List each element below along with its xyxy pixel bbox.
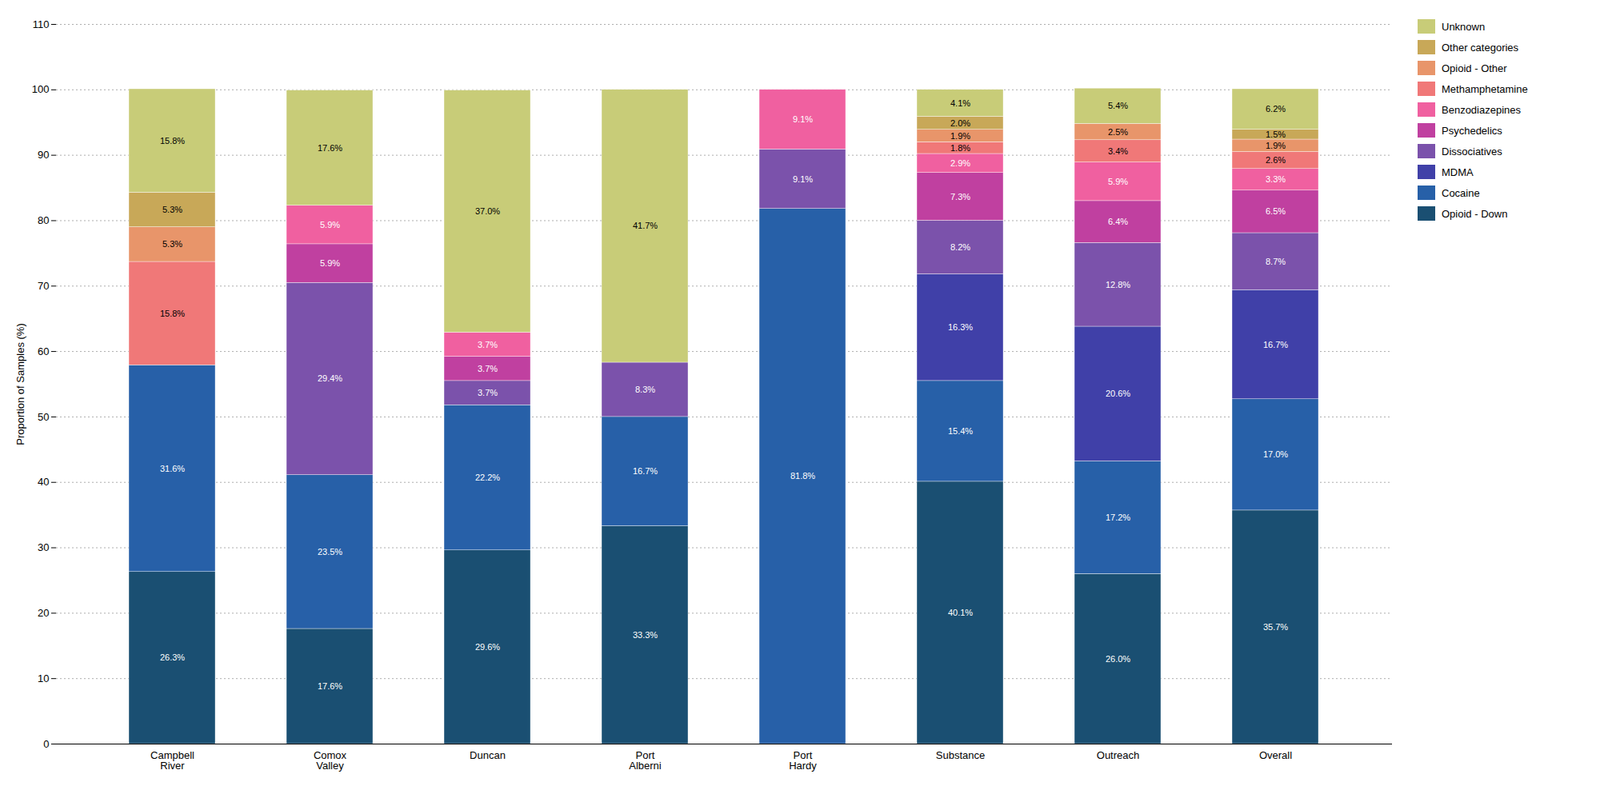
- svg-text:5.9%: 5.9%: [320, 258, 340, 268]
- svg-text:2.6%: 2.6%: [1265, 155, 1286, 165]
- html-text:Dissociatives: Dissociatives: [1441, 145, 1503, 158]
- svg-text:0: 0: [43, 738, 49, 751]
- svg-text:5.9%: 5.9%: [320, 220, 340, 230]
- svg-text:110: 110: [32, 18, 50, 31]
- svg-text:15.8%: 15.8%: [160, 136, 185, 146]
- svg-text:29.4%: 29.4%: [317, 373, 343, 384]
- svg-text:29.6%: 29.6%: [475, 642, 500, 652]
- svg-text:17.2%: 17.2%: [1105, 512, 1131, 523]
- svg-text:12.8%: 12.8%: [1105, 280, 1131, 290]
- svg-text:33.3%: 33.3%: [632, 630, 658, 640]
- svg-text:PortHardy: PortHardy: [788, 749, 817, 772]
- svg-text:20.6%: 20.6%: [1105, 388, 1131, 399]
- svg-text:Substance: Substance: [936, 749, 985, 762]
- svg-text:5.3%: 5.3%: [162, 204, 183, 215]
- svg-text:10: 10: [37, 672, 49, 685]
- svg-text:16.3%: 16.3%: [948, 322, 973, 332]
- svg-text:40: 40: [37, 476, 49, 488]
- svg-text:100: 100: [32, 83, 50, 96]
- svg-text:1.5%: 1.5%: [1265, 129, 1286, 140]
- svg-text:40.1%: 40.1%: [948, 608, 973, 618]
- html-text:Unknown: Unknown: [1441, 20, 1485, 33]
- svg-text:17.6%: 17.6%: [317, 143, 343, 153]
- svg-text:3.7%: 3.7%: [477, 340, 498, 350]
- svg-text:8.3%: 8.3%: [635, 384, 656, 395]
- svg-text:8.2%: 8.2%: [950, 242, 971, 252]
- svg-text:80: 80: [37, 214, 49, 227]
- svg-text:22.2%: 22.2%: [475, 472, 500, 483]
- svg-text:60: 60: [37, 345, 49, 358]
- svg-text:15.4%: 15.4%: [948, 426, 973, 436]
- svg-text:6.5%: 6.5%: [1265, 206, 1286, 216]
- svg-text:17.6%: 17.6%: [317, 681, 343, 692]
- svg-text:35.7%: 35.7%: [1263, 622, 1288, 632]
- svg-text:16.7%: 16.7%: [1263, 340, 1288, 350]
- svg-text:30: 30: [37, 541, 49, 554]
- html-text:MDMA: MDMA: [1441, 166, 1474, 178]
- svg-text:3.4%: 3.4%: [1108, 146, 1128, 156]
- html-text:Opioid - Down: Opioid - Down: [1441, 207, 1508, 220]
- svg-text:81.8%: 81.8%: [790, 471, 816, 481]
- svg-text:26.0%: 26.0%: [1105, 654, 1131, 664]
- svg-text:PortAlberni: PortAlberni: [628, 749, 662, 772]
- svg-text:6.2%: 6.2%: [1265, 104, 1286, 114]
- svg-text:3.7%: 3.7%: [477, 388, 498, 398]
- svg-text:23.5%: 23.5%: [317, 547, 343, 557]
- svg-text:41.7%: 41.7%: [632, 220, 658, 231]
- svg-text:7.3%: 7.3%: [950, 192, 971, 202]
- svg-text:5.3%: 5.3%: [162, 239, 183, 249]
- svg-text:26.3%: 26.3%: [160, 652, 185, 663]
- svg-text:Overall: Overall: [1259, 749, 1292, 762]
- svg-text:4.1%: 4.1%: [950, 98, 971, 108]
- svg-text:16.7%: 16.7%: [632, 466, 658, 476]
- svg-text:15.8%: 15.8%: [160, 308, 185, 319]
- svg-text:2.0%: 2.0%: [950, 118, 971, 128]
- svg-text:17.0%: 17.0%: [1263, 449, 1288, 460]
- svg-text:2.5%: 2.5%: [1108, 127, 1128, 137]
- html-text:Cocaine: Cocaine: [1441, 186, 1480, 199]
- html-text:Other categories: Other categories: [1441, 41, 1519, 54]
- svg-text:9.1%: 9.1%: [792, 114, 813, 124]
- html-text:Benzodiazepines: Benzodiazepines: [1441, 103, 1521, 116]
- html-text:Psychedelics: Psychedelics: [1441, 124, 1503, 137]
- svg-text:3.7%: 3.7%: [477, 364, 498, 374]
- svg-text:31.6%: 31.6%: [160, 464, 185, 474]
- svg-text:3.3%: 3.3%: [1265, 174, 1286, 184]
- svg-text:5.4%: 5.4%: [1108, 100, 1128, 111]
- svg-text:2.9%: 2.9%: [950, 158, 971, 168]
- svg-text:1.9%: 1.9%: [950, 131, 971, 141]
- svg-text:70: 70: [37, 280, 49, 292]
- svg-text:90: 90: [37, 148, 49, 161]
- svg-text:37.0%: 37.0%: [475, 206, 500, 216]
- svg-text:Proportion of Samples (%): Proportion of Samples (%): [14, 323, 27, 445]
- svg-text:ComoxValley: ComoxValley: [313, 749, 348, 772]
- svg-text:9.1%: 9.1%: [792, 174, 813, 184]
- svg-text:8.7%: 8.7%: [1265, 256, 1286, 267]
- html-text:Methamphetamine: Methamphetamine: [1441, 82, 1528, 95]
- svg-text:Outreach: Outreach: [1096, 749, 1140, 762]
- svg-text:1.9%: 1.9%: [1265, 140, 1286, 151]
- svg-text:CampbellRiver: CampbellRiver: [150, 749, 195, 772]
- svg-text:6.4%: 6.4%: [1108, 216, 1128, 227]
- svg-text:Duncan: Duncan: [469, 749, 506, 762]
- html-text:Opioid - Other: Opioid - Other: [1441, 62, 1507, 74]
- svg-text:20: 20: [37, 607, 49, 620]
- svg-text:1.8%: 1.8%: [950, 143, 971, 153]
- svg-text:5.9%: 5.9%: [1108, 176, 1128, 187]
- svg-text:50: 50: [37, 411, 49, 424]
